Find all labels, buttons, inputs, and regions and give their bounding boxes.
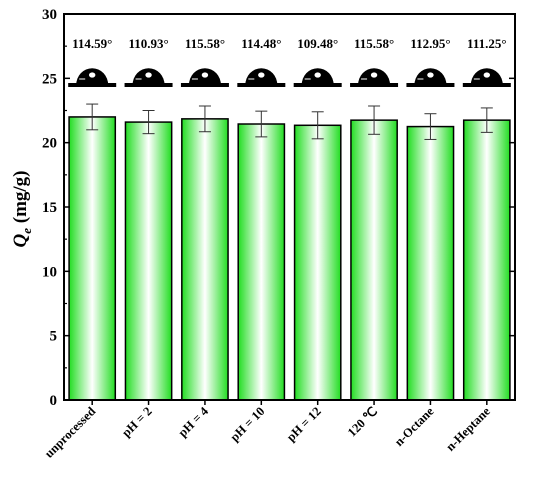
error-bar-1 [142,110,155,135]
y-tick-label-1: 5 [50,329,58,345]
y-axis-label-unit: (mg/g) [10,170,31,228]
contact-angle-label-7: 111.25° [467,36,507,51]
bar-6 [406,125,455,401]
bar-4 [293,124,342,401]
x-tick-label-1: pH = 2 [119,404,155,440]
droplet-image-1 [124,68,173,87]
contact-angle-label-6: 112.95° [410,36,450,51]
droplet-image-4 [293,68,342,87]
contact-angle-label-3: 114.48° [241,36,281,51]
y-tick-label-5: 25 [42,71,57,87]
bar-2 [181,118,229,401]
error-bar-5 [368,105,381,135]
y-tick-label-3: 15 [42,200,57,216]
error-bar-0 [86,103,99,131]
y-axis-label-main: Q [10,234,31,248]
y-axis-label-sub: e [19,228,34,234]
y-tick-label-4: 20 [42,136,57,152]
bar-0 [68,116,117,401]
plot-area: 114.59° unprocessed 110.93° pH = 2 115.58° pH… [42,7,516,461]
x-tick-label-7: n-Heptane [443,404,493,454]
x-tick-label-3: pH = 10 [227,404,267,444]
error-bar-7 [480,107,493,133]
contact-angle-label-1: 110.93° [128,36,168,51]
error-bar-4 [311,111,324,140]
y-tick-label-6: 30 [42,7,57,23]
contact-angle-label-2: 115.58° [185,36,225,51]
bar-5 [350,119,398,401]
error-bar-3 [255,110,268,138]
droplet-image-0 [68,68,117,87]
contact-angle-label-0: 114.59° [72,36,112,51]
x-tick-label-6: n-Octane [392,404,437,449]
droplet-image-3 [237,68,286,87]
x-tick-label-4: pH = 12 [284,404,324,444]
bar-7 [462,119,511,401]
x-tick-label-2: pH = 4 [175,404,211,440]
droplet-image-7 [462,68,511,87]
droplet-image-2 [180,68,229,87]
droplet-image-5 [350,68,399,87]
droplet-image-6 [406,68,455,87]
contact-angle-label-4: 109.48° [297,36,338,51]
y-axis-label: Qe (mg/g) [10,170,34,247]
x-tick-label-5: 120 ℃ [345,404,380,439]
x-tick-label-0: unprocessed [42,404,98,460]
bar-3 [237,123,286,401]
contact-angle-label-5: 115.58° [354,36,394,51]
error-bar-6 [424,113,437,140]
y-tick-label-0: 0 [50,393,58,409]
bar-1 [124,121,173,401]
y-tick-label-2: 10 [42,264,57,280]
error-bar-2 [198,105,211,133]
